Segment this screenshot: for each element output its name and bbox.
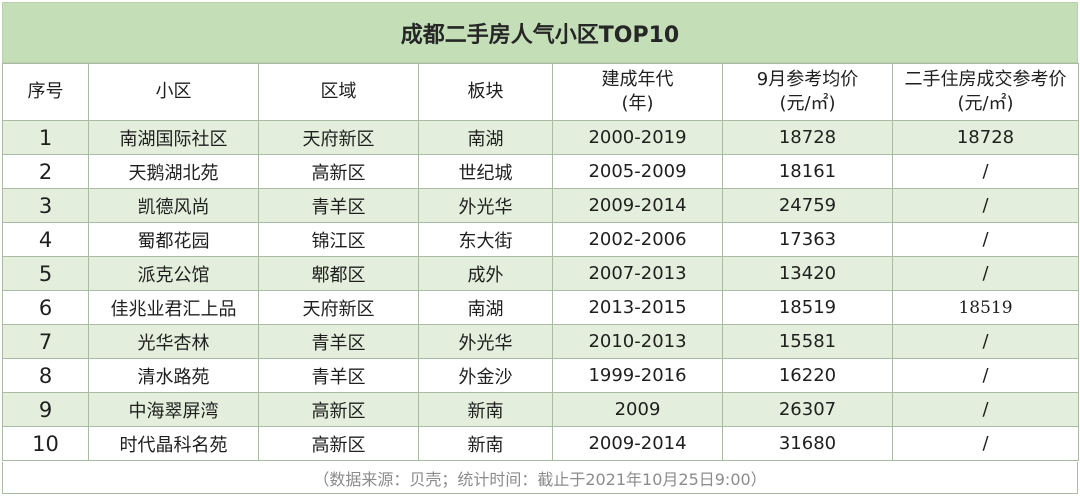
cell-year: 2009 (552, 392, 723, 427)
cell-district: 天府新区 (258, 290, 419, 325)
cell-block: 新南 (418, 426, 553, 461)
table-row: 8 清水路苑 青羊区 外金沙 1999-2016 16220 / (2, 358, 1079, 393)
cell-deal-price: / (892, 222, 1079, 257)
cell-price: 17363 (722, 222, 893, 257)
header-district: 区域 (258, 63, 419, 121)
cell-price: 18519 (722, 290, 893, 325)
header-year-line2: (年) (621, 93, 654, 114)
cell-district: 郫都区 (258, 256, 419, 291)
cell-block: 南湖 (418, 290, 553, 325)
cell-name: 南湖国际社区 (88, 120, 259, 155)
table-row: 4 蜀都花园 锦江区 东大街 2002-2006 17363 / (2, 222, 1079, 257)
header-seq: 序号 (2, 63, 89, 121)
cell-name: 凯德风尚 (88, 188, 259, 223)
table-row: 10 时代晶科名苑 高新区 新南 2009-2014 31680 / (2, 426, 1079, 461)
cell-price: 18728 (722, 120, 893, 155)
cell-name: 佳兆业君汇上品 (88, 290, 259, 325)
table-row: 5 派克公馆 郫都区 成外 2007-2013 13420 / (2, 256, 1079, 291)
sheet-title: 成都二手房人气小区TOP10 (2, 2, 1078, 63)
cell-deal-price: / (892, 324, 1079, 359)
cell-block: 世纪城 (418, 154, 553, 189)
header-price: 9月参考均价 (元/㎡) (722, 63, 893, 121)
header-year-line1: 建成年代 (601, 69, 674, 90)
cell-seq: 8 (2, 358, 89, 393)
cell-block: 外金沙 (418, 358, 553, 393)
cell-deal-price: 18728 (892, 120, 1079, 155)
cell-district: 青羊区 (258, 358, 419, 393)
cell-seq: 5 (2, 256, 89, 291)
cell-district: 高新区 (258, 426, 419, 461)
cell-deal-price: 18519 (892, 290, 1079, 325)
cell-year: 2005-2009 (552, 154, 723, 189)
cell-seq: 2 (2, 154, 89, 189)
cell-name: 清水路苑 (88, 358, 259, 393)
cell-name: 时代晶科名苑 (88, 426, 259, 461)
table-row: 2 天鹅湖北苑 高新区 世纪城 2005-2009 18161 / (2, 154, 1079, 189)
header-block: 板块 (418, 63, 553, 121)
cell-name: 中海翠屏湾 (88, 392, 259, 427)
cell-seq: 3 (2, 188, 89, 223)
cell-seq: 9 (2, 392, 89, 427)
cell-deal-price: / (892, 188, 1079, 223)
cell-year: 2009-2014 (552, 426, 723, 461)
cell-district: 高新区 (258, 154, 419, 189)
cell-seq: 7 (2, 324, 89, 359)
header-price-line1: 9月参考均价 (756, 69, 859, 90)
cell-name: 光华杏林 (88, 324, 259, 359)
table-row: 9 中海翠屏湾 高新区 新南 2009 26307 / (2, 392, 1079, 427)
cell-seq: 10 (2, 426, 89, 461)
cell-year: 2009-2014 (552, 188, 723, 223)
cell-name: 天鹅湖北苑 (88, 154, 259, 189)
cell-year: 2000-2019 (552, 120, 723, 155)
cell-block: 新南 (418, 392, 553, 427)
cell-price: 13420 (722, 256, 893, 291)
header-row: 序号 小区 区域 板块 建成年代 (年) 9月参考均价 (元/㎡) 二手住房成交… (2, 63, 1079, 121)
cell-price: 16220 (722, 358, 893, 393)
cell-name: 蜀都花园 (88, 222, 259, 257)
cell-block: 外光华 (418, 324, 553, 359)
cell-price: 24759 (722, 188, 893, 223)
cell-seq: 1 (2, 120, 89, 155)
table-row: 3 凯德风尚 青羊区 外光华 2009-2014 24759 / (2, 188, 1079, 223)
cell-year: 2010-2013 (552, 324, 723, 359)
cell-block: 南湖 (418, 120, 553, 155)
header-deal-line2: (元/㎡) (957, 93, 1014, 114)
header-deal-price: 二手住房成交参考价 (元/㎡) (892, 63, 1079, 121)
header-deal-line1: 二手住房成交参考价 (904, 69, 1067, 90)
cell-deal-price: / (892, 392, 1079, 427)
cell-seq: 4 (2, 222, 89, 257)
cell-block: 成外 (418, 256, 553, 291)
cell-price: 15581 (722, 324, 893, 359)
cell-name: 派克公馆 (88, 256, 259, 291)
cell-deal-price: / (892, 358, 1079, 393)
ranking-table: 序号 小区 区域 板块 建成年代 (年) 9月参考均价 (元/㎡) 二手住房成交… (2, 63, 1079, 461)
cell-district: 天府新区 (258, 120, 419, 155)
cell-price: 31680 (722, 426, 893, 461)
cell-year: 2013-2015 (552, 290, 723, 325)
header-name: 小区 (88, 63, 259, 121)
cell-district: 青羊区 (258, 324, 419, 359)
cell-deal-price: / (892, 426, 1079, 461)
cell-district: 青羊区 (258, 188, 419, 223)
cell-block: 东大街 (418, 222, 553, 257)
cell-district: 锦江区 (258, 222, 419, 257)
header-year: 建成年代 (年) (552, 63, 723, 121)
table-row: 6 佳兆业君汇上品 天府新区 南湖 2013-2015 18519 18519 (2, 290, 1079, 325)
cell-year: 2002-2006 (552, 222, 723, 257)
cell-seq: 6 (2, 290, 89, 325)
cell-deal-price: / (892, 256, 1079, 291)
cell-deal-price: / (892, 154, 1079, 189)
cell-block: 外光华 (418, 188, 553, 223)
header-price-line2: (元/㎡) (779, 93, 836, 114)
cell-price: 26307 (722, 392, 893, 427)
source-note: （数据来源：贝壳；统计时间：截止于2021年10月25日9:00） (2, 462, 1078, 494)
table-row: 1 南湖国际社区 天府新区 南湖 2000-2019 18728 18728 (2, 120, 1079, 155)
cell-year: 2007-2013 (552, 256, 723, 291)
cell-price: 18161 (722, 154, 893, 189)
cell-district: 高新区 (258, 392, 419, 427)
table-row: 7 光华杏林 青羊区 外光华 2010-2013 15581 / (2, 324, 1079, 359)
cell-year: 1999-2016 (552, 358, 723, 393)
